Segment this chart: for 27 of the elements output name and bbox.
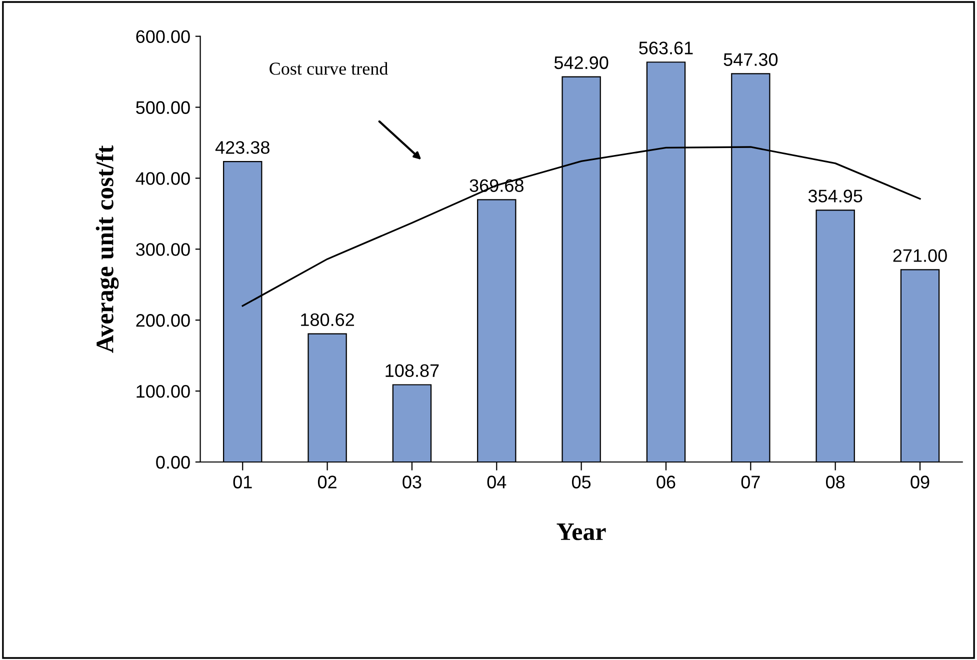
data-label: 271.00 bbox=[893, 249, 947, 262]
data-label: 354.95 bbox=[808, 190, 862, 202]
y-tick-label: 600.00 bbox=[136, 30, 190, 44]
x-tick-label: 05 bbox=[572, 476, 591, 488]
y-axis-title: Average unit cost/ft bbox=[96, 145, 119, 353]
y-tick-label: 300.00 bbox=[136, 243, 190, 256]
x-tick-label: 07 bbox=[741, 476, 760, 488]
x-tick-label: 09 bbox=[910, 476, 930, 488]
y-tick-label: 0.00 bbox=[156, 456, 190, 469]
y-tick-label: 100.00 bbox=[136, 384, 190, 398]
data-label: 108.87 bbox=[386, 364, 439, 378]
x-tick-label: 01 bbox=[233, 476, 252, 488]
data-label: 180.62 bbox=[301, 313, 354, 326]
x-axis-title: Year bbox=[556, 524, 606, 540]
y-tick-label: 200.00 bbox=[136, 314, 190, 327]
data-label: 423.38 bbox=[215, 141, 270, 154]
data-label: 563.61 bbox=[639, 42, 693, 54]
x-tick-label: 04 bbox=[487, 476, 506, 488]
y-tick-label: 500.00 bbox=[136, 101, 190, 114]
y-tick-label: 400.00 bbox=[136, 172, 190, 185]
data-label: 547.30 bbox=[724, 53, 778, 66]
x-tick-label: 02 bbox=[318, 476, 336, 488]
x-tick-label: 08 bbox=[826, 476, 845, 488]
x-tick-label: 03 bbox=[402, 476, 422, 488]
annotation: Cost curve trend bbox=[270, 62, 388, 75]
data-label: 542.90 bbox=[554, 56, 608, 70]
x-tick-label: 06 bbox=[656, 476, 676, 488]
